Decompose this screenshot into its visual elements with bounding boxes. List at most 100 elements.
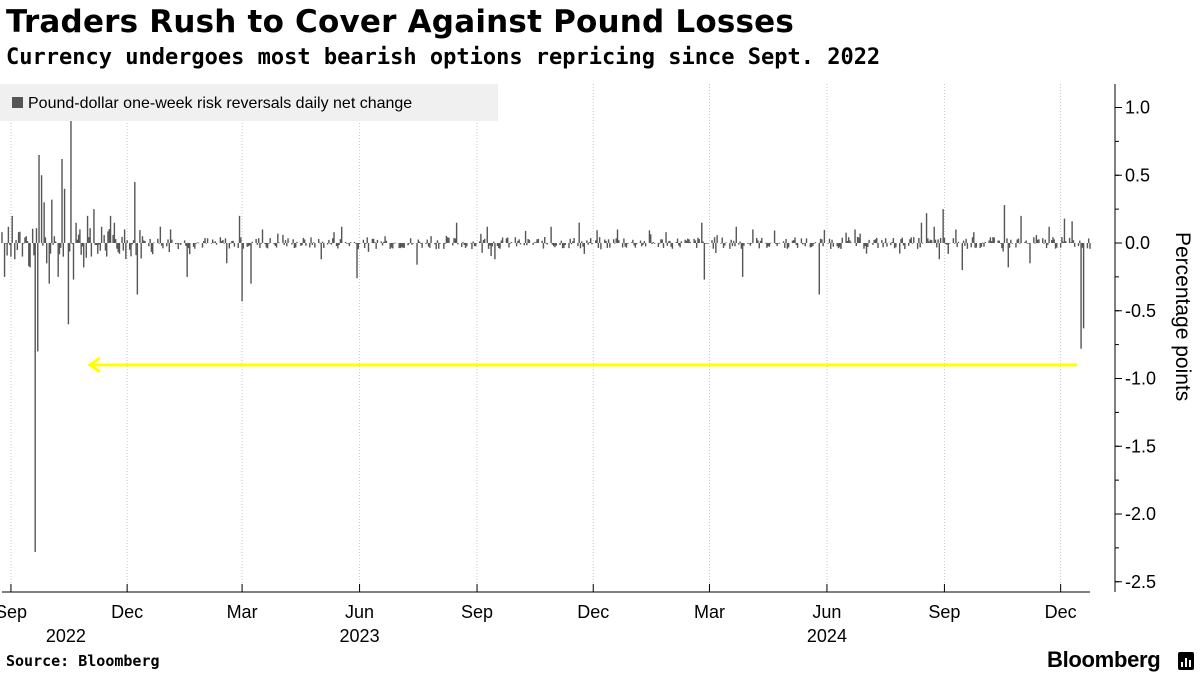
bar [671,243,674,249]
bar [662,243,665,248]
bar [944,243,947,245]
bar [796,243,799,248]
bar [687,238,689,243]
bar [380,241,382,243]
bar [293,243,296,249]
bar [7,226,10,243]
bar [162,243,164,249]
bar [733,240,735,243]
bar [865,243,868,254]
bar [952,238,955,243]
bar [135,243,137,256]
bar [839,243,841,248]
bar [210,243,213,244]
bloomberg-logo: Bloomberg [1047,647,1161,672]
bar [947,243,949,254]
bar [178,243,181,244]
bar [25,236,27,243]
bar [1006,238,1008,243]
bar [286,243,288,247]
bar [438,243,440,249]
bar [183,240,186,243]
bar [1010,239,1012,243]
bar [301,243,303,246]
bar [329,243,331,244]
bar [43,202,45,243]
annotation-arrow [87,356,1077,374]
bar [357,243,359,250]
bar [157,238,159,243]
bar [347,243,349,244]
bar [498,243,500,248]
bar [337,243,339,249]
bar [1001,243,1003,249]
bar [933,226,935,243]
bar [257,238,260,243]
bar [651,243,653,244]
bar [1011,243,1013,244]
bar [486,226,488,243]
bar [45,243,48,264]
bar [268,243,270,244]
bar [523,243,525,246]
bar [992,237,994,243]
bar [1007,243,1009,268]
bar [734,243,736,247]
bar [778,242,781,244]
bar [151,243,154,255]
bar [627,243,629,244]
bar [255,238,257,243]
bar [625,243,628,248]
bar [171,239,173,243]
bar [241,243,243,302]
bar [658,242,661,244]
bar [524,230,527,243]
bar [114,239,117,243]
bar [411,243,413,245]
bar [846,240,849,243]
bar [195,243,197,244]
bar [98,243,100,245]
bar [134,182,136,243]
bar [598,237,601,243]
bar [911,243,914,244]
bar [266,243,269,249]
bar [136,243,139,295]
bar [791,240,794,243]
bar [648,230,651,243]
bar [88,237,90,243]
bar [93,209,95,243]
bar [484,238,486,243]
bar [855,243,858,247]
bar [998,240,1001,243]
bar [407,243,409,246]
bar [918,238,920,243]
bar [907,243,910,246]
bar [398,243,400,249]
bar [766,243,768,248]
bar [228,243,231,249]
x-tick-label: Sep [461,602,493,622]
bar [731,243,734,247]
bar [393,243,395,244]
bar [149,238,151,243]
bar [794,237,796,243]
bar [481,243,483,253]
bar [564,243,566,246]
bar [282,234,284,243]
bar [845,232,847,243]
bar [180,243,182,245]
bar [988,240,990,243]
bar [684,239,686,243]
bar [821,239,823,243]
bar [274,243,276,246]
bar [595,240,597,243]
bar [508,243,510,248]
bar [420,243,422,244]
bar [635,243,638,245]
bar [310,237,312,243]
bar [1042,238,1044,243]
bar [487,243,490,249]
bar [604,239,606,243]
bar [577,243,579,247]
